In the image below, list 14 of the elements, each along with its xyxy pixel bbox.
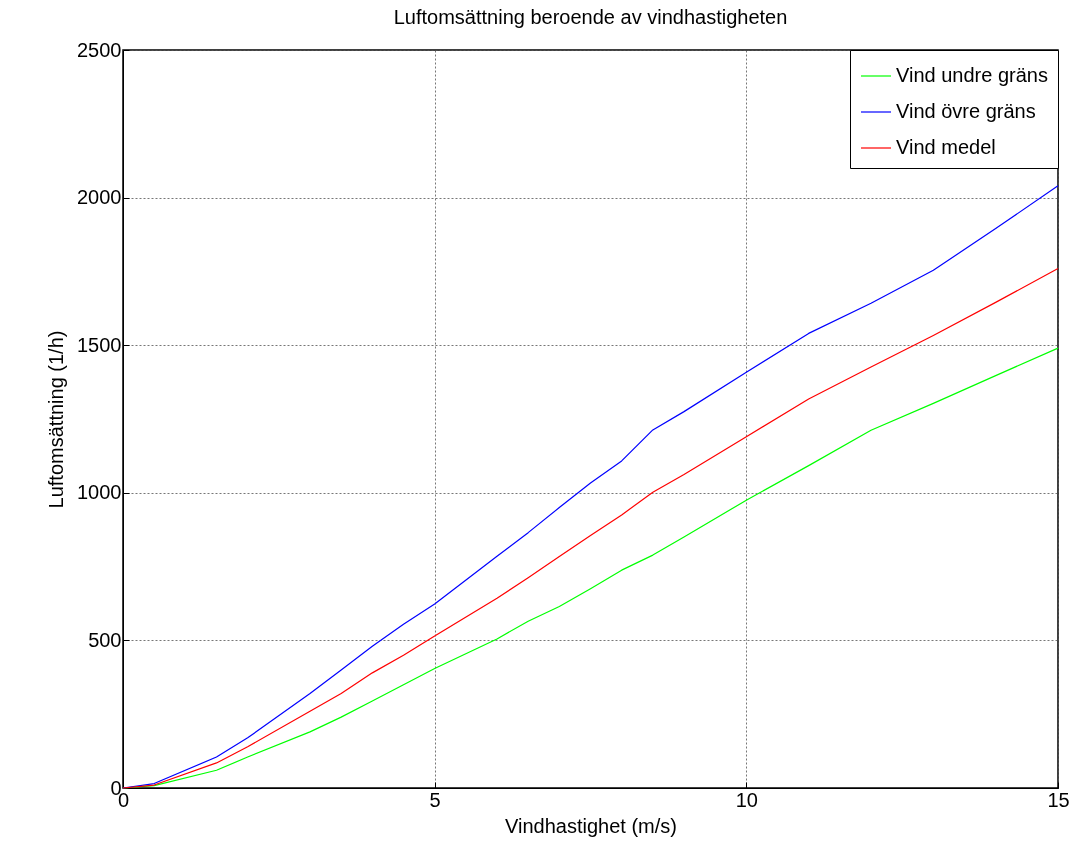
legend-label: Vind medel [896,136,996,158]
y-tick-label: 1000 [77,481,122,504]
x-axis-title: Vindhastighet (m/s) [505,814,677,837]
legend-label: Vind undre gräns [896,64,1048,86]
x-tick-label: 15 [1047,788,1070,811]
y-tick-label: 500 [88,628,122,651]
y-tick-label: 2000 [77,186,122,209]
y-axis-title: Luftomsättning (1/h) [45,330,68,509]
legend-label: Vind övre gräns [896,100,1036,122]
x-tick-label: 5 [429,788,441,811]
chart-title: Luftomsättning beroende av vindhastigheten [393,6,788,28]
y-tick-label: 1500 [77,333,122,356]
x-tick-label: 10 [735,788,758,811]
y-tick-label: 2500 [77,38,122,61]
